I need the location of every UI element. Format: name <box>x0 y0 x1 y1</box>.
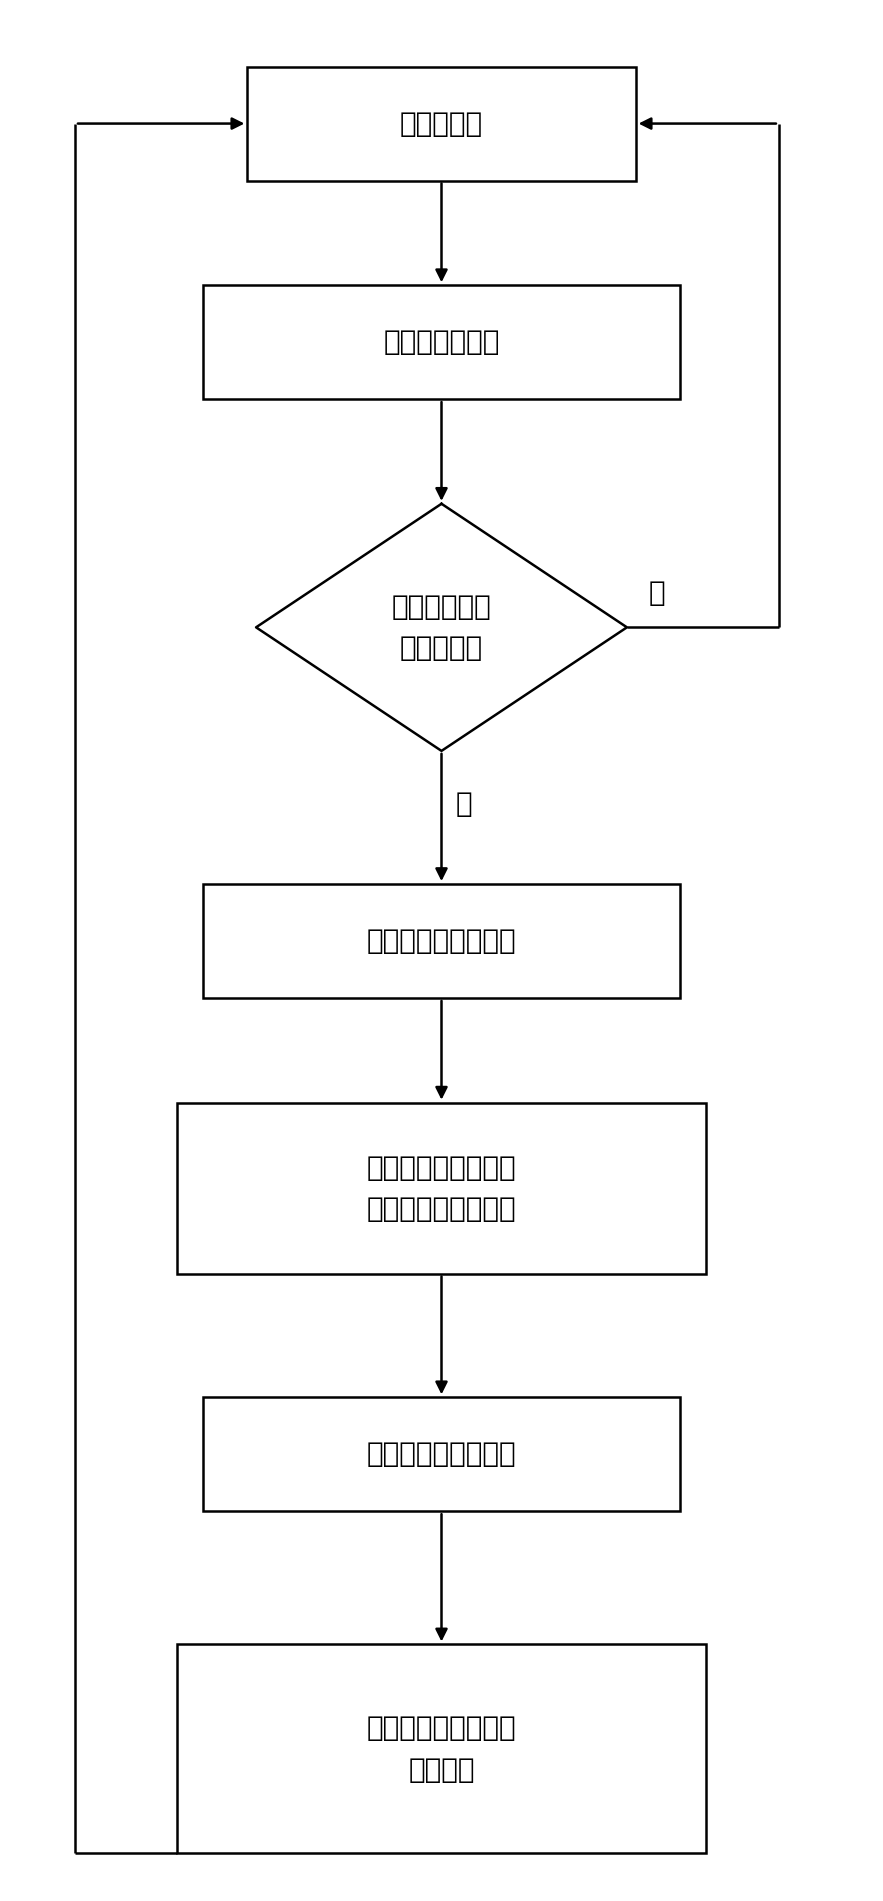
FancyBboxPatch shape <box>177 1103 706 1274</box>
Text: 提取目标和干扰信息: 提取目标和干扰信息 <box>366 928 517 954</box>
FancyBboxPatch shape <box>247 67 636 181</box>
Text: 否: 否 <box>649 580 666 606</box>
FancyBboxPatch shape <box>203 285 680 399</box>
Text: 计算最优发射脉冲串
编码相位: 计算最优发射脉冲串 编码相位 <box>366 1715 517 1783</box>
Text: 发射脉冲串: 发射脉冲串 <box>400 110 483 137</box>
FancyBboxPatch shape <box>203 1397 680 1511</box>
FancyBboxPatch shape <box>177 1644 706 1853</box>
Text: 是: 是 <box>456 791 472 817</box>
FancyBboxPatch shape <box>203 884 680 998</box>
Text: 根据阻带干扰能量最
小准则构造代价函数: 根据阻带干扰能量最 小准则构造代价函数 <box>366 1154 517 1222</box>
Text: 干扰检测与识别: 干扰检测与识别 <box>383 329 500 355</box>
Text: 是否存在速度
欺骗干扰？: 是否存在速度 欺骗干扰？ <box>392 593 491 662</box>
Text: 循环迭代法求最优解: 循环迭代法求最优解 <box>366 1441 517 1468</box>
